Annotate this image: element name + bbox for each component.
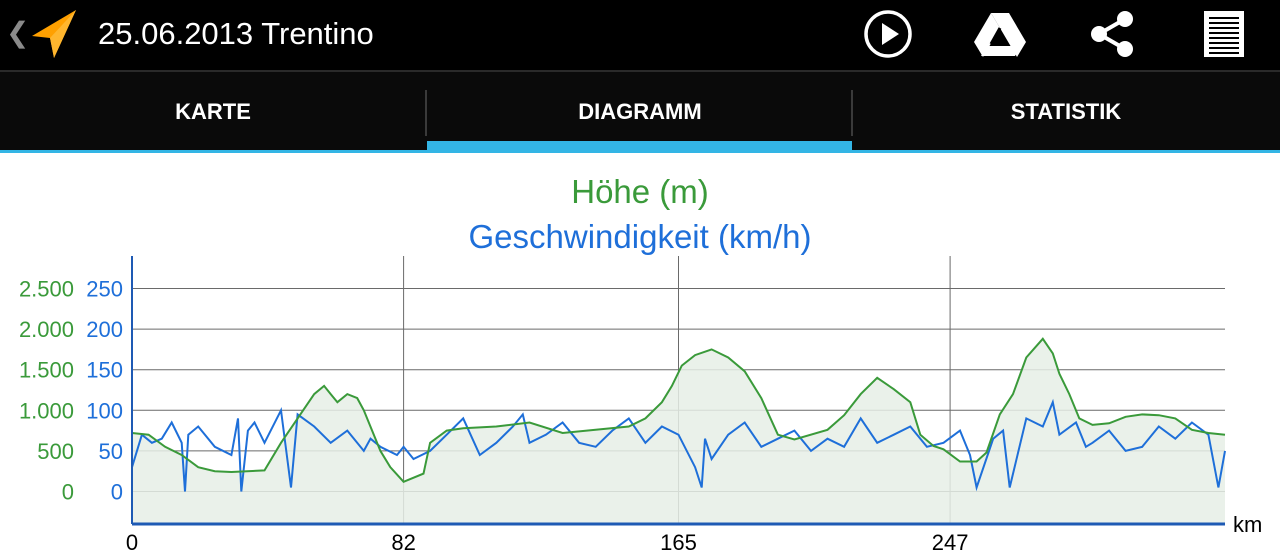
- tab-diagramm[interactable]: DIAGRAMM: [578, 99, 702, 124]
- y-tick-speed: 150: [86, 358, 123, 383]
- x-tick-label: 0: [126, 530, 138, 555]
- y-tick-speed: 100: [86, 398, 123, 423]
- chart-title-elevation: Höhe (m): [571, 173, 709, 210]
- selected-tab-indicator: [427, 141, 852, 152]
- tab-divider: [851, 90, 853, 136]
- play-button[interactable]: [858, 6, 918, 62]
- y-tick-speed: 50: [99, 439, 123, 464]
- tab-bar: KARTE DIAGRAMM STATISTIK: [0, 72, 1280, 152]
- tab-karte[interactable]: KARTE: [175, 99, 251, 124]
- google-drive-button[interactable]: [970, 6, 1030, 62]
- x-tick-label: 82: [391, 530, 415, 555]
- y-tick-elevation: 500: [37, 439, 74, 464]
- y-tick-elevation: 1.500: [19, 358, 74, 383]
- tab-statistik[interactable]: STATISTIK: [1010, 99, 1122, 124]
- speed-line: [131, 398, 1226, 492]
- share-icon: [1091, 11, 1133, 57]
- chart-title-speed: Geschwindigkeit (km/h): [468, 218, 812, 255]
- y-tick-speed: 250: [86, 276, 123, 301]
- y-tick-elevation: 1.000: [19, 398, 74, 423]
- y-tick-elevation: 2.500: [19, 276, 74, 301]
- elevation-line: [131, 337, 1226, 483]
- action-bar: ❮ 25.06.2013 Trentino: [0, 0, 1280, 70]
- back-caret-icon[interactable]: ❮: [6, 17, 30, 48]
- menu-button[interactable]: [1194, 6, 1254, 62]
- x-axis-label: km: [1233, 512, 1262, 537]
- share-button[interactable]: [1082, 6, 1142, 62]
- google-drive-icon: [974, 13, 1026, 57]
- x-tick-label: 247: [932, 530, 969, 555]
- y-tick-elevation: 0: [62, 480, 74, 505]
- page-title: 25.06.2013 Trentino: [98, 16, 374, 51]
- actionbar-divider: [0, 70, 1280, 72]
- y-tick-speed: 200: [86, 317, 123, 342]
- x-tick-label: 165: [660, 530, 697, 555]
- elevation-area: [132, 338, 1225, 524]
- navigation-arrow-icon[interactable]: [28, 6, 80, 62]
- menu-list-icon: [1204, 11, 1244, 57]
- play-icon: [864, 10, 912, 58]
- y-tick-elevation: 2.000: [19, 317, 74, 342]
- y-tick-speed: 0: [111, 480, 123, 505]
- tab-divider: [425, 90, 427, 136]
